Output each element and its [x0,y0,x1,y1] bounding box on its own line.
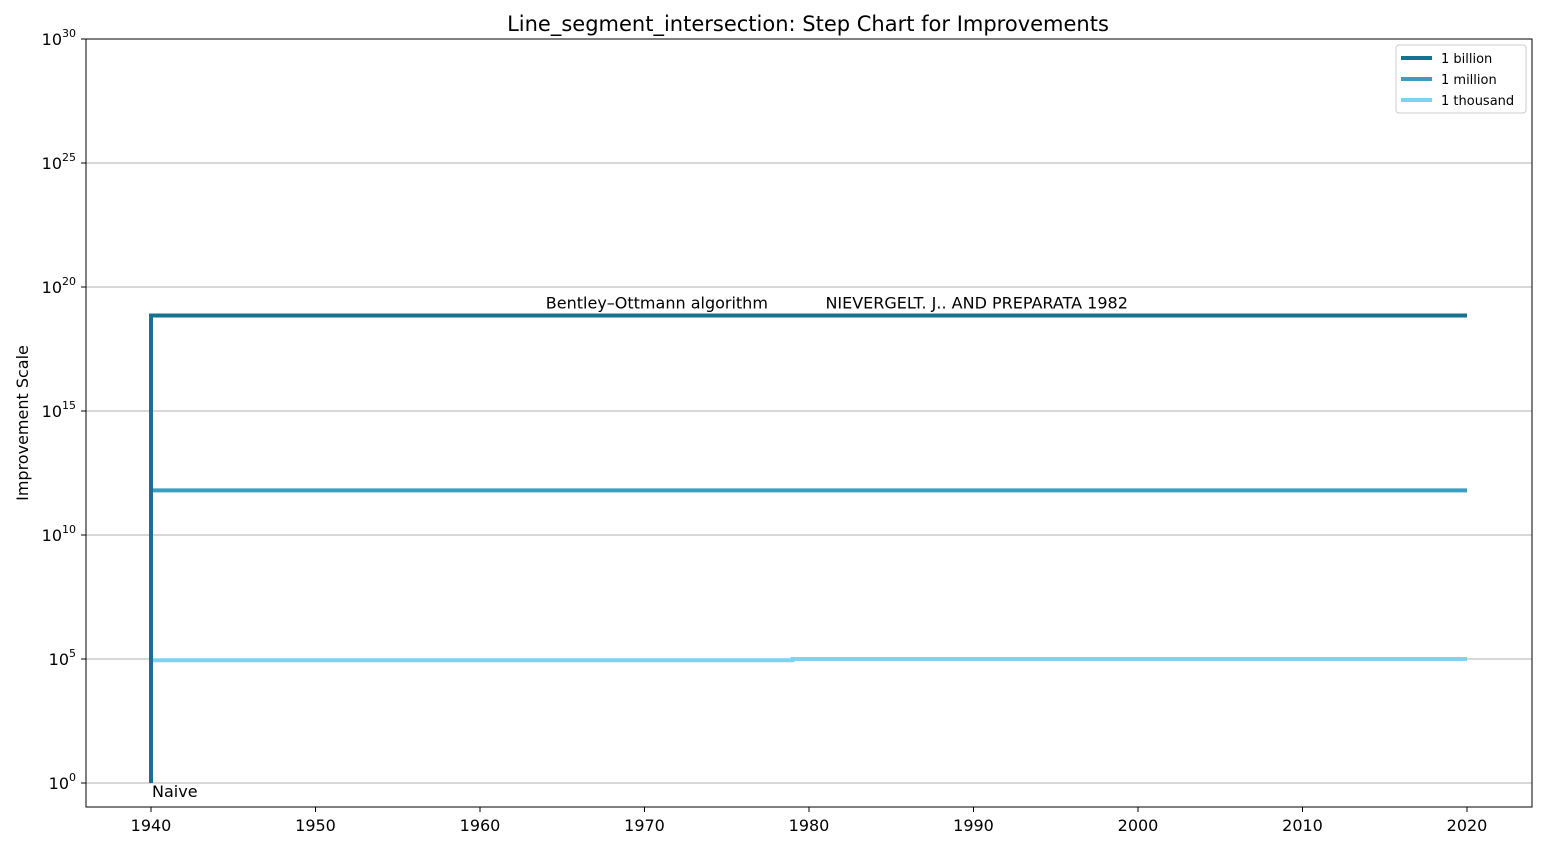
y-tick-label: 105 [49,647,76,669]
y-axis: 100 105 1010 1015 1020 1025 1030 [42,27,86,793]
legend-label: 1 thousand [1441,94,1514,109]
y-tick-label: 1025 [42,151,76,173]
y-tick-label: 100 [49,771,76,793]
x-tick-label: 1970 [624,816,665,835]
x-axis: 1940 1950 1960 1970 1980 1990 2000 2010 2020 [131,807,1488,835]
y-axis-label: Improvement Scale [13,345,32,501]
x-tick-label: 1960 [460,816,501,835]
legend-label: 1 billion [1441,52,1492,67]
y-tick-label: 1015 [42,399,76,421]
series-lines [149,313,1467,783]
x-tick-label: 2020 [1447,816,1488,835]
legend-box [1395,44,1527,114]
x-tick-label: 1940 [131,816,172,835]
x-tick-label: 1950 [295,816,336,835]
legend-label: 1 million [1441,73,1497,88]
y-tick-label: 1030 [42,27,76,49]
y-tick-label: 1020 [42,275,76,297]
annotation-label: Bentley–Ottmann algorithm [546,294,768,313]
x-tick-label: 1990 [953,816,994,835]
annotations: Naive Bentley–Ottmann algorithm NIEVERGELT… [152,294,1128,801]
annotation-label: NIEVERGELT. J.. AND PREPARATA 1982 [825,294,1127,313]
x-tick-label: 1980 [789,816,830,835]
x-tick-label: 2000 [1118,816,1159,835]
chart-title: Line_segment_intersection: Step Chart fo… [507,12,1109,37]
x-tick-label: 2010 [1282,816,1323,835]
annotation-label: Naive [152,782,198,801]
series-line [149,313,1467,783]
y-tick-label: 1010 [42,523,76,545]
legend: 1 billion 1 million 1 thousand [1395,44,1527,114]
